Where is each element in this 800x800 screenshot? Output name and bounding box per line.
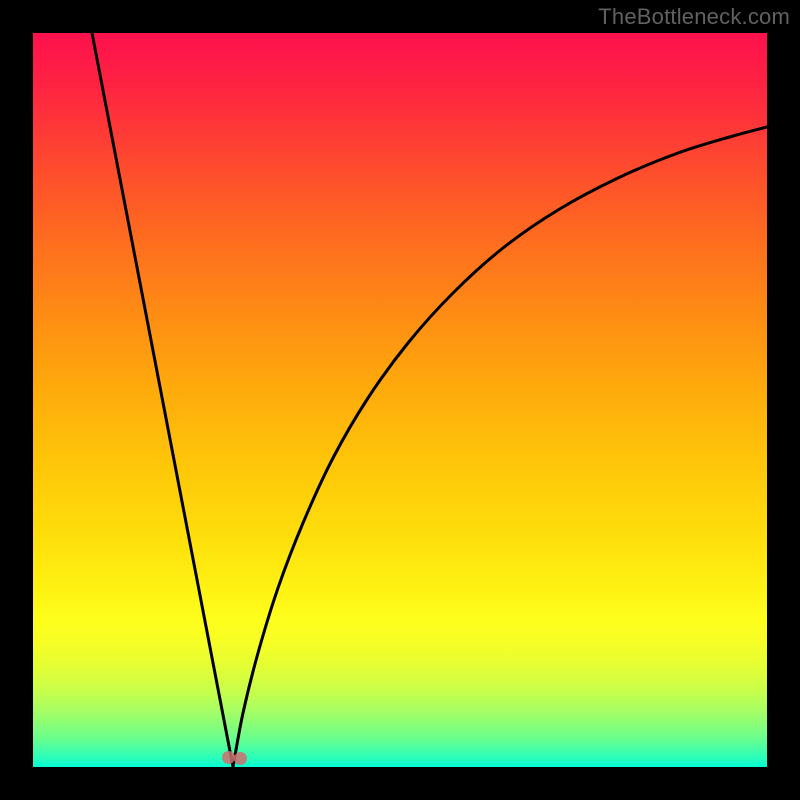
- min-marker-1: [234, 752, 247, 765]
- curve-svg: [33, 33, 767, 767]
- bottleneck-curve: [92, 33, 767, 767]
- outer-frame: TheBottleneck.com: [0, 0, 800, 800]
- plot-area: [33, 33, 767, 767]
- watermark-label: TheBottleneck.com: [598, 4, 790, 30]
- min-marker-0: [222, 751, 235, 764]
